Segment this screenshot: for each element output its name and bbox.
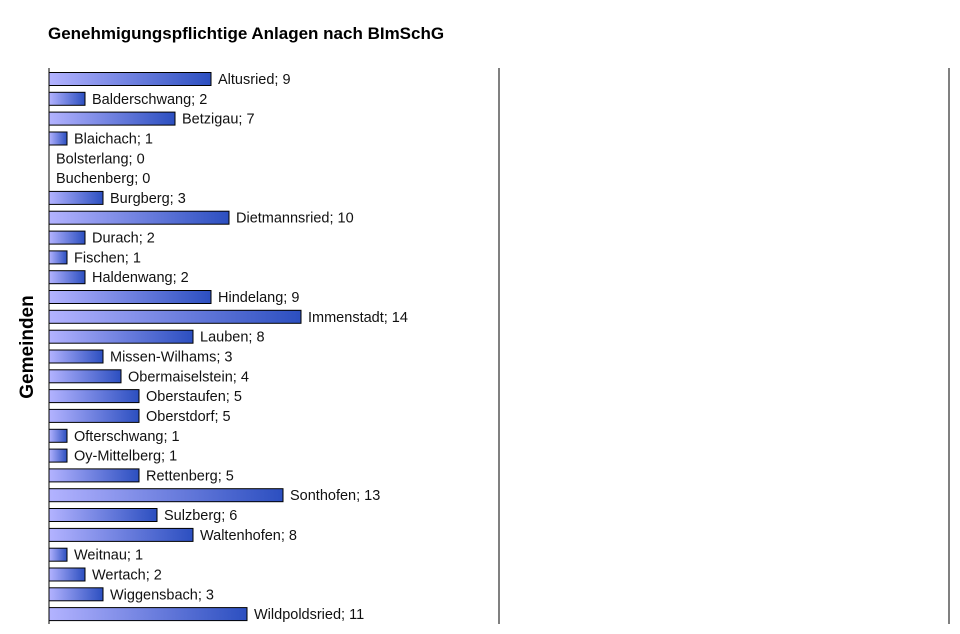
bar-fischen: [48, 250, 68, 265]
data-label-sulzberg: Sulzberg; 6: [164, 508, 237, 524]
data-label-blaichach: Blaichach; 1: [74, 132, 153, 148]
data-label-haldenwang: Haldenwang; 2: [92, 270, 189, 286]
data-label-durach: Durach; 2: [92, 231, 155, 247]
bar-wildpoldsried: [48, 607, 248, 622]
bar-sonthofen: [48, 488, 284, 503]
data-label-burgberg: Burgberg; 3: [110, 191, 186, 207]
bar-balderschwang: [48, 91, 86, 106]
data-label-betzigau: Betzigau; 7: [182, 112, 255, 128]
bar-haldenwang: [48, 270, 86, 285]
data-label-obermaiselstein: Obermaiselstein; 4: [128, 369, 249, 385]
data-label-oberstaufen: Oberstaufen; 5: [146, 389, 242, 405]
bar-immenstadt: [48, 309, 302, 324]
bar-hindelang: [48, 290, 212, 304]
data-label-weitnau: Weitnau; 1: [74, 548, 143, 564]
bar-oberstdorf: [48, 408, 140, 423]
bar-burgberg: [48, 190, 104, 205]
data-label-lauben: Lauben; 8: [200, 330, 265, 346]
bar-betzigau: [48, 111, 176, 126]
bar-missen-wilhams: [48, 349, 104, 364]
data-label-wertach: Wertach; 2: [92, 568, 162, 584]
data-label-ofterschwang: Ofterschwang; 1: [74, 429, 180, 445]
bar-dietmannsried: [48, 210, 230, 225]
data-label-waltenhofen: Waltenhofen; 8: [200, 528, 297, 544]
gridlines: [498, 68, 950, 624]
bar-oberstaufen: [48, 389, 140, 404]
data-label-balderschwang: Balderschwang; 2: [92, 92, 207, 108]
bar-obermaiselstein: [48, 369, 122, 384]
data-label-wiggensbach: Wiggensbach; 3: [110, 587, 214, 603]
bar-durach: [48, 230, 86, 245]
data-label-hindelang: Hindelang; 9: [218, 290, 299, 306]
data-label-oy-mittelberg: Oy-Mittelberg; 1: [74, 449, 177, 465]
data-label-immenstadt: Immenstadt; 14: [308, 310, 408, 326]
data-label-altusried: Altusried; 9: [218, 72, 291, 88]
bar-ofterschwang: [48, 428, 68, 443]
bar-lauben: [48, 329, 194, 344]
data-label-wildpoldsried: Wildpoldsried; 11: [254, 607, 364, 623]
data-label-sonthofen: Sonthofen; 13: [290, 488, 380, 504]
bar-waltenhofen: [48, 527, 194, 542]
data-label-buchenberg: Buchenberg; 0: [56, 171, 150, 187]
bar-rettenberg: [48, 468, 140, 483]
bar-sulzberg: [48, 508, 158, 522]
bar-blaichach: [48, 131, 68, 146]
bar-wertach: [48, 567, 86, 582]
data-labels: Altusried; 9 Balderschwang; 2 Betzigau; 7 B…: [56, 72, 408, 623]
data-label-bolsterlang: Bolsterlang; 0: [56, 151, 145, 167]
data-label-rettenberg: Rettenberg; 5: [146, 468, 234, 484]
data-label-missen-wilhams: Missen-Wilhams; 3: [110, 350, 232, 366]
bar-wiggensbach: [48, 587, 104, 602]
bars: [48, 72, 302, 622]
chart-title: Genehmigungspflichtige Anlagen nach BImS…: [48, 24, 445, 43]
data-label-oberstdorf: Oberstdorf; 5: [146, 409, 231, 425]
bar-weitnau: [48, 547, 68, 562]
data-label-fischen: Fischen; 1: [74, 250, 141, 266]
bar-altusried: [48, 72, 212, 86]
data-label-dietmannsried: Dietmannsried; 10: [236, 211, 354, 227]
bar-oy-mittelberg: [48, 448, 68, 463]
